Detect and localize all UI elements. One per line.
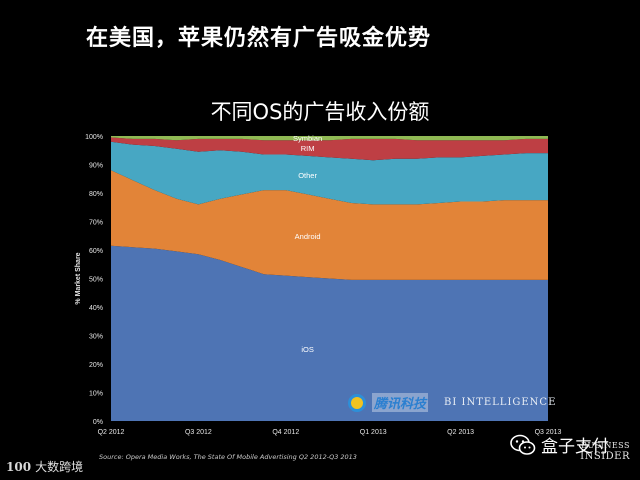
watermark-brand: 腾讯科技 (372, 393, 429, 412)
y-tick-label: 90% (89, 163, 103, 170)
y-tick-label: 70% (89, 220, 103, 227)
area-label-rim: RIM (301, 144, 315, 153)
watermark: 腾讯科技 BI INTELLIGENCE (348, 393, 556, 412)
area-other (111, 141, 548, 205)
y-tick-label: 80% (89, 191, 103, 198)
wechat-account-name: 盒子支付 (541, 437, 609, 457)
y-tick-label: 50% (89, 277, 103, 284)
y-tick-label: 40% (89, 305, 103, 312)
bi-logo-line2: INSIDER (580, 451, 630, 462)
chart-title: 不同OS的广告收入份额 (210, 100, 430, 124)
bottom-logo-mark: 100 (6, 459, 32, 474)
x-tick-label: Q1 2013 (360, 429, 387, 436)
area-label-android: Android (295, 232, 321, 241)
watermark-bi-intelligence: BI INTELLIGENCE (444, 397, 557, 408)
area-symbian (111, 136, 548, 141)
x-tick-label: Q2 2012 (98, 429, 125, 436)
wechat-account-badge: 盒子支付 (510, 432, 609, 457)
source-note: Source: Opera Media Works, The State Of … (99, 453, 357, 461)
area-label-ios: iOS (301, 345, 314, 354)
x-tick-label: Q2 2013 (447, 429, 474, 436)
bottom-logo: 100 大数跨境 (6, 458, 83, 475)
area-rim (111, 137, 548, 161)
area-label-other: Other (298, 171, 317, 180)
page-title: 在美国，苹果仍然有广告吸金优势 (86, 26, 432, 51)
y-tick-label: 100% (85, 134, 103, 141)
y-tick-label: 10% (89, 391, 103, 398)
area-ios (111, 245, 548, 421)
wechat-icon (510, 434, 536, 455)
bottom-logo-text: 大数跨境 (35, 460, 84, 474)
bi-logo-line1: BUSINESS (581, 441, 630, 450)
y-axis-title: % Market Share (75, 252, 82, 304)
x-tick-label: Q4 2012 (272, 429, 299, 436)
area-label-symbian: Symbian (293, 134, 322, 143)
y-tick-label: 60% (89, 248, 103, 255)
y-tick-label: 30% (89, 334, 103, 341)
x-tick-label: Q3 2013 (535, 429, 562, 436)
area-android (111, 170, 548, 280)
y-tick-label: 20% (89, 362, 103, 369)
business-insider-logo: BUSINESS INSIDER (560, 440, 630, 462)
y-tick-label: 0% (93, 419, 103, 426)
x-tick-label: Q3 2012 (185, 429, 212, 436)
tencent-logo-icon (348, 393, 366, 412)
